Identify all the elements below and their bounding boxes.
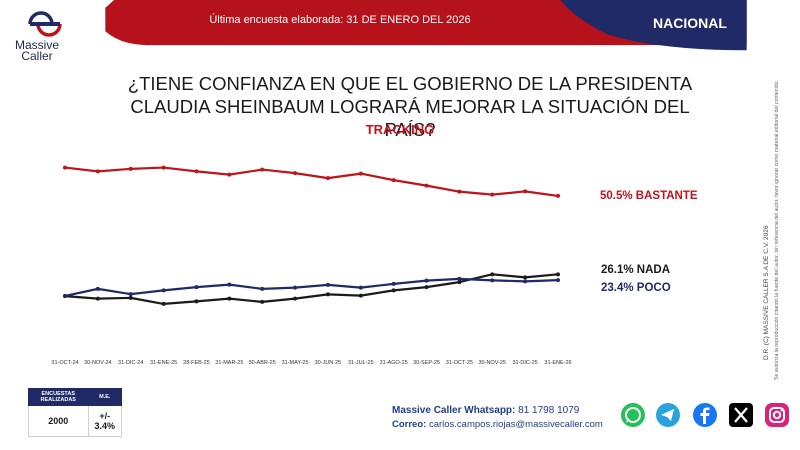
data-point-nada — [457, 280, 462, 285]
whatsapp-number[interactable]: 81 1798 1079 — [518, 405, 580, 416]
data-point-poco — [358, 285, 363, 290]
header-navy-shape — [560, 0, 747, 51]
email-link[interactable]: carlos.campos.riojas@massivecaller.com — [428, 419, 603, 430]
data-point-nada — [391, 288, 396, 293]
survey-date: Última encuesta elaborada: 31 DE ENERO D… — [209, 14, 471, 26]
logo-name: Massive — [14, 38, 59, 52]
data-point-bastante — [490, 192, 495, 197]
data-point-nada — [325, 292, 330, 297]
series-label-poco: 23.4% POCO — [601, 282, 671, 294]
logo-name-2: Caller — [21, 49, 53, 63]
data-point-poco — [523, 279, 528, 284]
x-tick-label: 30-SEP-25 — [413, 360, 440, 366]
x-tick-label: 31-ENE-26 — [544, 360, 571, 366]
data-point-nada — [95, 296, 100, 301]
legal-line-2: Se autoriza la reproducción citando la f… — [774, 80, 780, 380]
data-point-nada — [523, 275, 528, 280]
massive-caller-logo — [28, 11, 62, 37]
data-point-bastante — [63, 165, 67, 170]
data-point-poco — [161, 288, 166, 293]
data-point-bastante — [325, 176, 330, 181]
data-point-bastante — [523, 189, 528, 194]
x-tick-label: 31-MAY-25 — [282, 360, 309, 366]
x-tick-label: 30-ABR-25 — [249, 360, 276, 366]
data-point-bastante — [457, 189, 462, 194]
data-point-bastante — [227, 172, 232, 177]
scope-label: NACIONAL — [653, 15, 727, 31]
me-value: +/- 3.4% — [87, 405, 122, 437]
data-point-poco — [457, 276, 462, 281]
contact-whatsapp: Massive Caller Whatsapp: 81 1798 1079 — [392, 405, 579, 416]
data-point-bastante — [424, 183, 429, 188]
survey-stats-table: ENCUESTAS REALIZADAS M.E. 2000 +/- 3.4% — [28, 388, 122, 437]
data-point-poco — [63, 293, 67, 298]
me-header: M.E. — [87, 388, 122, 406]
chart-title: TRACKING — [365, 122, 435, 137]
whatsapp-icon[interactable] — [620, 402, 646, 428]
data-point-poco — [128, 292, 133, 297]
logo-text: Massive Caller — [6, 38, 68, 63]
data-point-bastante — [194, 169, 199, 174]
data-point-bastante — [391, 178, 396, 183]
data-point-poco — [391, 281, 396, 286]
data-point-nada — [128, 295, 133, 300]
data-point-bastante — [358, 171, 363, 176]
surveys-value: 2000 — [28, 405, 89, 437]
header-banner — [53, 0, 747, 51]
question-title: ¿TIENE CONFIANZA EN QUE EL GOBIERNO DE L… — [127, 73, 693, 140]
x-tick-label: 31-JUL-25 — [348, 360, 374, 366]
data-point-nada — [227, 296, 232, 301]
contact-email: Correo: carlos.campos.riojas@massivecall… — [392, 419, 603, 430]
x-tick-label: 30-NOV-24 — [84, 360, 112, 366]
x-tick-label: 31-ENE-25 — [150, 360, 177, 366]
data-point-poco — [293, 285, 298, 290]
data-point-bastante — [128, 166, 133, 171]
instagram-icon[interactable] — [764, 402, 790, 428]
surveys-header: ENCUESTAS REALIZADAS — [28, 388, 89, 406]
x-tick-label: 31-DIC-25 — [512, 360, 537, 366]
data-point-bastante — [95, 169, 100, 174]
x-tick-label: 31-AGO-25 — [380, 360, 408, 366]
x-tick-label: 31-MAR-25 — [215, 360, 243, 366]
data-point-poco — [194, 285, 199, 290]
whatsapp-label: Massive Caller Whatsapp: — [392, 405, 516, 416]
data-point-nada — [260, 299, 265, 304]
x-tick-label: 31-OCT-24 — [51, 360, 78, 366]
data-point-poco — [227, 282, 232, 287]
x-tick-label: 31-OCT-25 — [446, 360, 473, 366]
series-line-nada — [64, 273, 559, 306]
data-point-nada — [424, 285, 429, 290]
data-point-bastante — [293, 171, 298, 176]
email-label: Correo: — [392, 419, 427, 430]
data-point-poco — [490, 278, 495, 283]
x-tick-label: 28-FEB-25 — [183, 360, 210, 366]
data-point-nada — [293, 296, 298, 301]
data-point-nada — [194, 299, 199, 304]
legal-notice: D.R. (C) MASSIVE CALLER S.A DE C.V. 2026… — [763, 80, 780, 380]
x-tick-label: 30-NOV-25 — [479, 360, 507, 366]
data-point-bastante — [260, 167, 265, 172]
x-tick-label: 30-JUN-25 — [315, 360, 342, 366]
data-point-poco — [260, 286, 265, 291]
x-tick-label: 31-DIC-24 — [118, 360, 143, 366]
series-line-poco — [64, 277, 559, 297]
data-point-nada — [490, 272, 495, 277]
data-point-bastante — [161, 165, 166, 170]
telegram-icon[interactable] — [655, 402, 681, 428]
data-point-poco — [424, 278, 429, 283]
legal-line-1: D.R. (C) MASSIVE CALLER S.A DE C.V. 2026 — [763, 225, 770, 360]
data-point-nada — [161, 301, 166, 306]
data-point-bastante — [556, 193, 560, 198]
x-icon[interactable] — [728, 402, 754, 428]
data-point-poco — [325, 282, 330, 287]
series-label-nada: 26.1% NADA — [601, 264, 671, 276]
series-line-bastante — [64, 166, 559, 197]
data-point-nada — [556, 272, 560, 277]
data-point-poco — [556, 278, 560, 283]
data-point-poco — [95, 286, 100, 291]
facebook-icon[interactable] — [692, 402, 718, 428]
series-label-bastante: 50.5% BASTANTE — [600, 190, 698, 202]
data-point-nada — [358, 293, 363, 298]
